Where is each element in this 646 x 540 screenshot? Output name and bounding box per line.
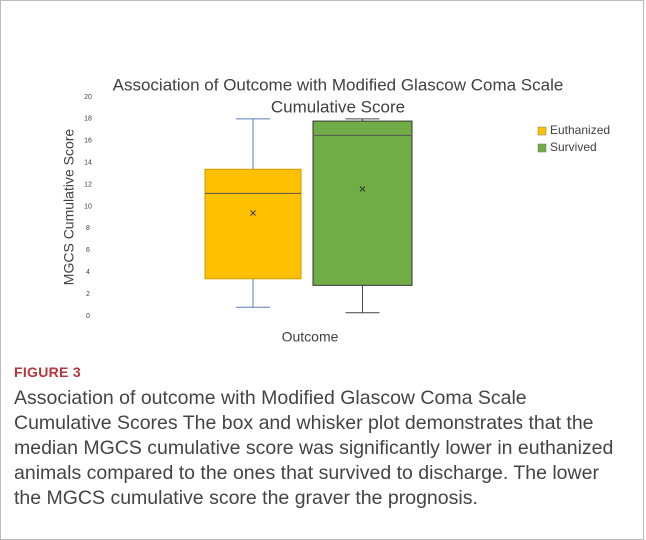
- legend-label: Survived: [550, 140, 597, 154]
- y-tick-label: 2: [86, 291, 90, 298]
- y-axis-label: MGCS Cumulative Score: [61, 129, 77, 286]
- y-tick-label: 16: [84, 138, 92, 145]
- y-tick-label: 20: [84, 94, 92, 101]
- y-tick-label: 4: [86, 269, 90, 276]
- box: [204, 168, 302, 280]
- mean-marker: [250, 210, 256, 216]
- y-tick-label: 18: [84, 116, 92, 123]
- y-tick-label: 12: [84, 181, 92, 188]
- figure-caption: Association of outcome with Modified Gla…: [14, 387, 614, 509]
- y-tick-label: 14: [84, 160, 92, 167]
- y-tick-label: 6: [86, 247, 90, 254]
- box: [312, 120, 413, 286]
- y-tick-label: 0: [86, 313, 90, 320]
- figure-label: FIGURE 3: [14, 364, 81, 380]
- mean-marker: [359, 186, 366, 192]
- chart-title: Association of Outcome with Modified Gla…: [113, 75, 564, 94]
- legend-label: Euthanized: [550, 123, 610, 137]
- legend-swatch: [537, 126, 547, 136]
- y-tick-label: 8: [86, 225, 90, 232]
- y-tick-label: 10: [84, 203, 92, 210]
- legend-swatch: [537, 143, 547, 153]
- chart-title: Cumulative Score: [271, 97, 405, 116]
- x-axis-label: Outcome: [282, 329, 339, 345]
- chart: Association of Outcome with Modified Gla…: [61, 75, 610, 345]
